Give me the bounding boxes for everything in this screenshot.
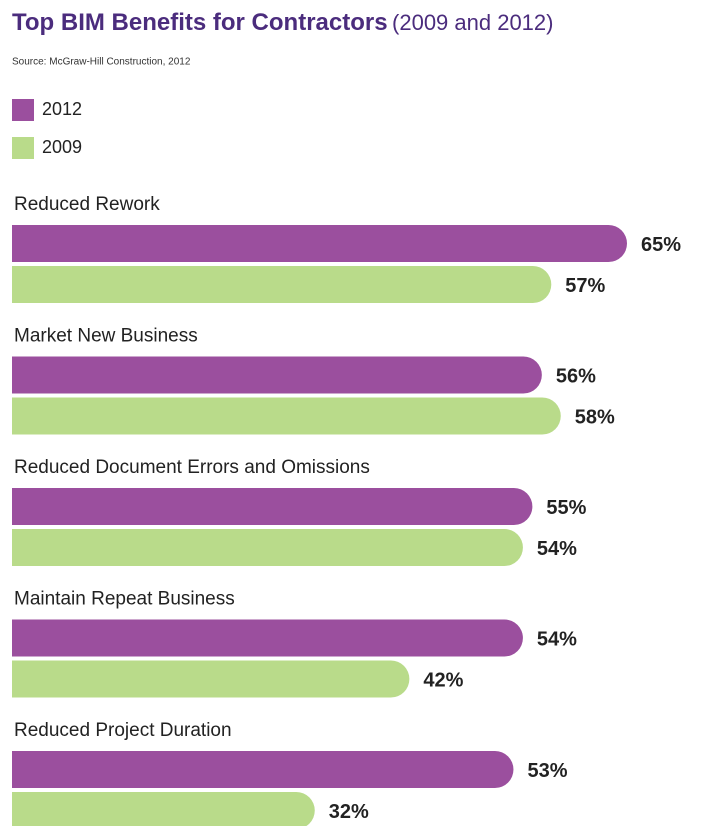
value-label: 54% [537, 538, 577, 560]
chart-title: Top BIM Benefits for Contractors (2009 a… [12, 9, 553, 36]
legend-label: 2012 [42, 99, 82, 119]
bar [12, 356, 542, 394]
value-label: 65% [641, 234, 681, 256]
legend-swatch [12, 137, 34, 159]
bar [12, 660, 410, 698]
value-label: 32% [329, 801, 369, 823]
category-label: Reduced Rework [14, 194, 160, 215]
value-label: 42% [423, 669, 463, 691]
bar [12, 225, 627, 262]
title: Top BIM Benefits for Contractors [12, 9, 388, 36]
category-label: Market New Business [14, 326, 198, 347]
value-label: 57% [565, 275, 605, 297]
bar [12, 397, 561, 435]
bar [12, 266, 552, 303]
category-label: Reduced Document Errors and Omissions [14, 457, 370, 478]
bar [12, 751, 514, 788]
bar [12, 792, 315, 826]
category-label: Reduced Project Duration [14, 720, 232, 741]
source: Source: McGraw-Hill Construction, 2012 [12, 57, 191, 68]
legend-label: 2009 [42, 137, 82, 157]
title-note: (2009 and 2012) [392, 10, 553, 35]
category-label: Maintain Repeat Business [14, 589, 235, 610]
bar [12, 488, 533, 525]
legend-swatch [12, 99, 34, 121]
value-label: 55% [546, 497, 586, 519]
value-label: 58% [575, 406, 615, 428]
value-label: 54% [537, 628, 577, 650]
value-label: 53% [527, 760, 567, 782]
bar [12, 619, 523, 657]
bar [12, 529, 523, 566]
value-label: 56% [556, 365, 596, 387]
